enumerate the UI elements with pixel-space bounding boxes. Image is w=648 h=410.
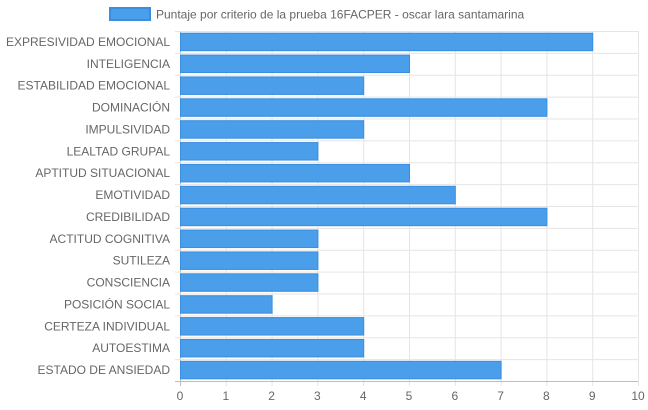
- bar[interactable]: [180, 98, 548, 117]
- category-label: SUTILEZA: [113, 254, 170, 268]
- x-tick-label: 3: [314, 389, 321, 403]
- category-label: EMOTIVIDAD: [95, 188, 170, 202]
- category-label: APTITUD SITUACIONAL: [35, 166, 170, 180]
- category-labels: EXPRESIVIDAD EMOCIONAL INTELIGENCIA ESTABI…: [6, 35, 170, 377]
- bar[interactable]: [180, 185, 456, 205]
- legend[interactable]: Puntaje por criterio de la prueba 16FACP…: [109, 7, 525, 22]
- legend-label: Puntaje por criterio de la prueba 16FACP…: [156, 8, 525, 22]
- bar[interactable]: [180, 207, 548, 227]
- bars: [180, 32, 594, 380]
- bar[interactable]: [180, 295, 273, 314]
- x-axis-ticks: 0 1 2 3 4 5 6 7 8 9 10: [177, 389, 645, 403]
- bar[interactable]: [180, 142, 319, 161]
- category-label: ACTITUD COGNITIVA: [50, 232, 170, 246]
- category-label: EXPRESIVIDAD EMOCIONAL: [6, 35, 170, 49]
- x-tick-label: 6: [451, 389, 458, 403]
- x-tick-label: 8: [543, 389, 550, 403]
- bar[interactable]: [180, 32, 594, 52]
- category-label: ESTABILIDAD EMOCIONAL: [18, 79, 171, 93]
- grid: [175, 31, 639, 386]
- bar[interactable]: [180, 76, 365, 95]
- bar[interactable]: [180, 229, 319, 249]
- bar[interactable]: [180, 251, 319, 270]
- bar[interactable]: [180, 317, 365, 336]
- bar[interactable]: [180, 338, 365, 358]
- category-label: CONSCIENCIA: [87, 276, 170, 290]
- category-label: POSICIÓN SOCIAL: [64, 296, 170, 311]
- category-label: CREDIBILIDAD: [86, 210, 170, 224]
- category-label: DOMINACIÓN: [92, 100, 170, 115]
- category-label: LEALTAD GRUPAL: [67, 144, 171, 158]
- category-label: AUTOESTIMA: [92, 341, 170, 355]
- bar[interactable]: [180, 54, 410, 74]
- x-tick-label: 7: [497, 389, 504, 403]
- x-tick-label: 9: [589, 389, 596, 403]
- bar[interactable]: [180, 120, 365, 139]
- x-tick-label: 0: [177, 389, 184, 403]
- x-tick-label: 1: [222, 389, 229, 403]
- x-tick-label: 5: [406, 389, 413, 403]
- x-tick-label: 4: [360, 389, 367, 403]
- x-tick-label: 2: [268, 389, 275, 403]
- category-label: CERTEZA INDIVIDUAL: [44, 319, 170, 333]
- category-label: IMPULSIVIDAD: [85, 122, 170, 136]
- x-tick-label: 10: [631, 389, 645, 403]
- category-label: INTELIGENCIA: [87, 57, 170, 71]
- bar[interactable]: [180, 273, 319, 292]
- bar[interactable]: [180, 360, 502, 380]
- bar[interactable]: [180, 163, 410, 183]
- legend-swatch[interactable]: [109, 7, 151, 21]
- category-label: ESTADO DE ANSIEDAD: [38, 363, 171, 377]
